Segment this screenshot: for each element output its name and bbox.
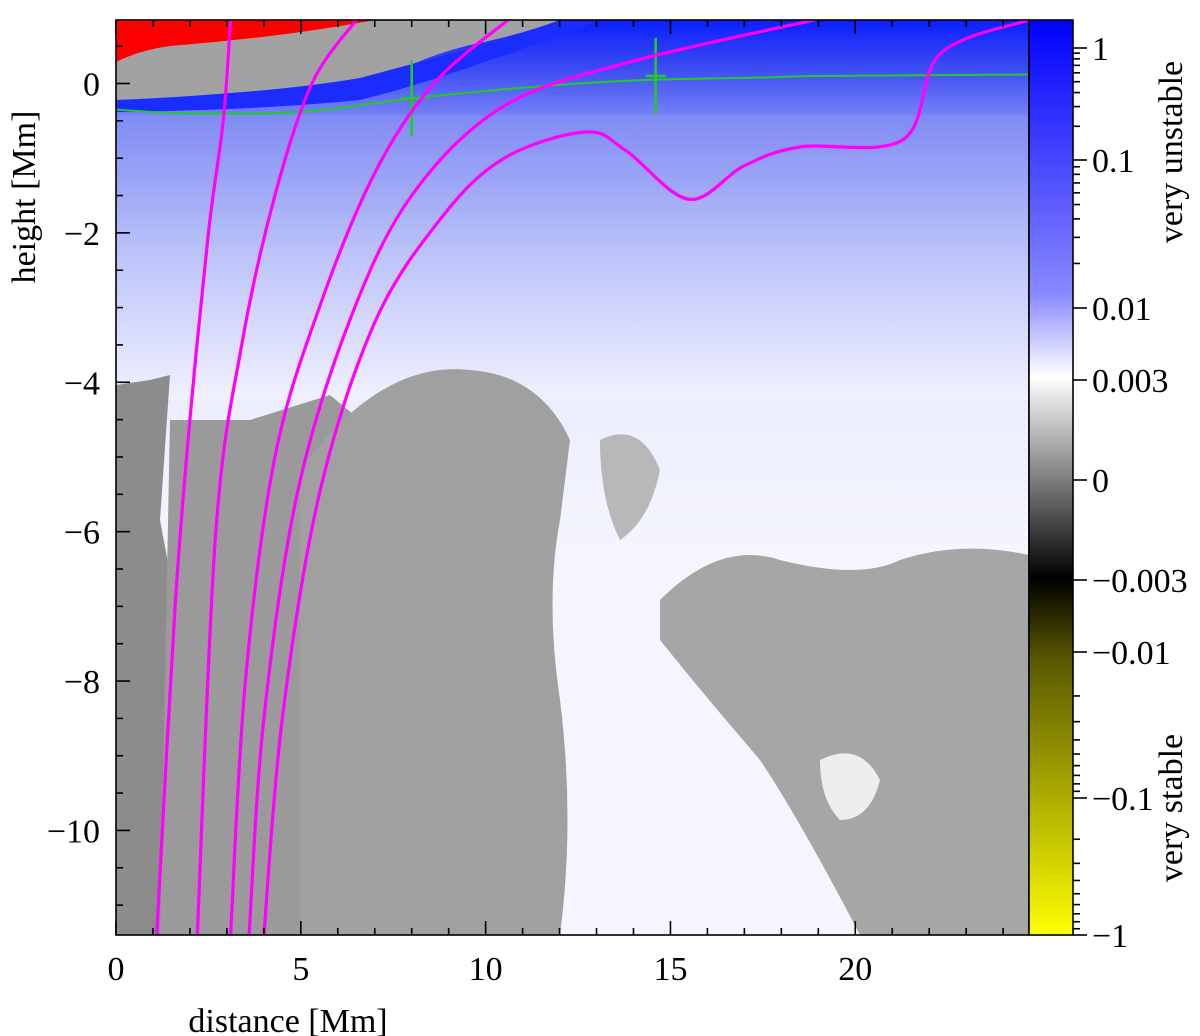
- x-tick-label: 5: [292, 951, 309, 988]
- colorbar-top-label: very unstable: [1153, 61, 1190, 243]
- series-line-4: [247, 20, 815, 935]
- series-line-1: [155, 20, 233, 935]
- colorbar-bottom-label: very stable: [1153, 734, 1190, 882]
- colorbar-tick-label: −0.003: [1092, 563, 1188, 600]
- colorbar: [1029, 20, 1073, 935]
- y-tick-label: −10: [47, 813, 100, 850]
- y-tick-label: −8: [64, 664, 100, 701]
- series-line-3: [229, 20, 509, 935]
- y-tick-label: −6: [64, 515, 100, 552]
- y-tick-label: −4: [64, 365, 100, 402]
- y-axis-title: height [Mm]: [6, 111, 43, 284]
- colorbar-tick-label: 0.01: [1092, 291, 1152, 328]
- colorbar-tick-label: 0.003: [1092, 363, 1169, 400]
- x-tick-label: 10: [469, 951, 503, 988]
- heatmap-image: [116, 20, 1029, 935]
- x-tick-label: 20: [838, 951, 872, 988]
- colorbar-tick-label: 0: [1092, 463, 1109, 500]
- colorbar-tick-label: 1: [1092, 31, 1109, 68]
- colorbar-tick-label: 0.1: [1092, 143, 1135, 180]
- x-axis-title: distance [Mm]: [188, 1003, 387, 1036]
- green-curve: [116, 73, 1029, 115]
- series-line-5: [262, 20, 1029, 935]
- x-tick-label: 15: [653, 951, 687, 988]
- colorbar-frame: [1028, 19, 1074, 936]
- y-tick-label: −2: [64, 216, 100, 253]
- colorbar-tick-label: −0.01: [1092, 635, 1171, 672]
- x-tick-label: 0: [108, 951, 125, 988]
- y-tick-label: 0: [83, 66, 100, 103]
- colorbar-tick-label: −0.1: [1092, 781, 1154, 818]
- series-line-2: [195, 20, 358, 935]
- colorbar-tick-label: −1: [1092, 918, 1128, 955]
